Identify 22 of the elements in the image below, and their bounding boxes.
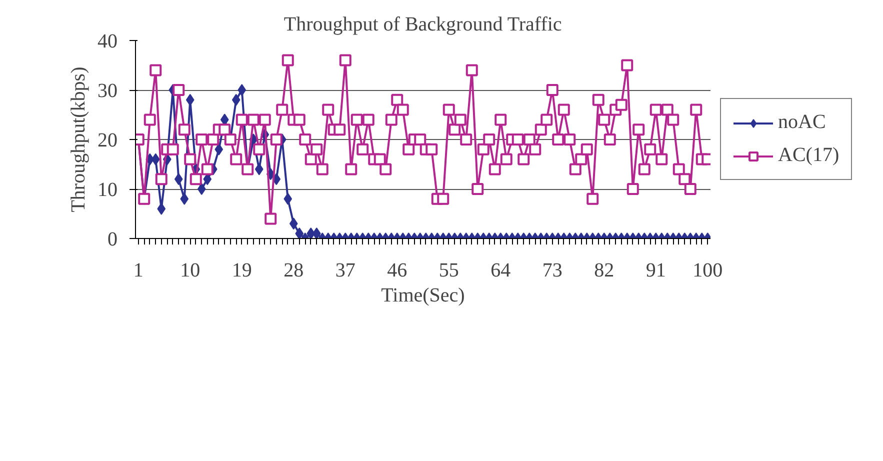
x-tick-label: 28 [284,260,304,282]
y-tick-label: 10 [98,179,118,201]
y-tick-label: 0 [108,228,118,250]
x-tick-label: 91 [646,260,666,282]
x-tick-label: 46 [387,260,408,282]
legend-label: AC(17) [778,144,840,167]
x-tick-label: 82 [594,260,614,282]
y-tick-label: 30 [98,80,118,102]
x-tick-label: 73 [542,260,562,282]
x-tick-label: 19 [232,260,252,282]
x-axis-title: Time(Sec) [381,284,465,306]
x-tick-label: 10 [180,260,200,282]
y-tick-label: 40 [98,30,118,52]
x-tick-label: 37 [335,260,356,282]
x-tick-label: 100 [692,260,723,282]
x-tick-label: 64 [490,260,511,282]
chart-title: Throughput of Background Traffic [284,14,562,36]
legend-label: noAC [778,111,826,134]
x-tick-label: 1 [133,260,144,282]
y-tick-label: 20 [98,130,118,152]
x-tick-label: 55 [438,260,459,282]
y-axis-title: Throughput(kbps) [68,66,90,212]
